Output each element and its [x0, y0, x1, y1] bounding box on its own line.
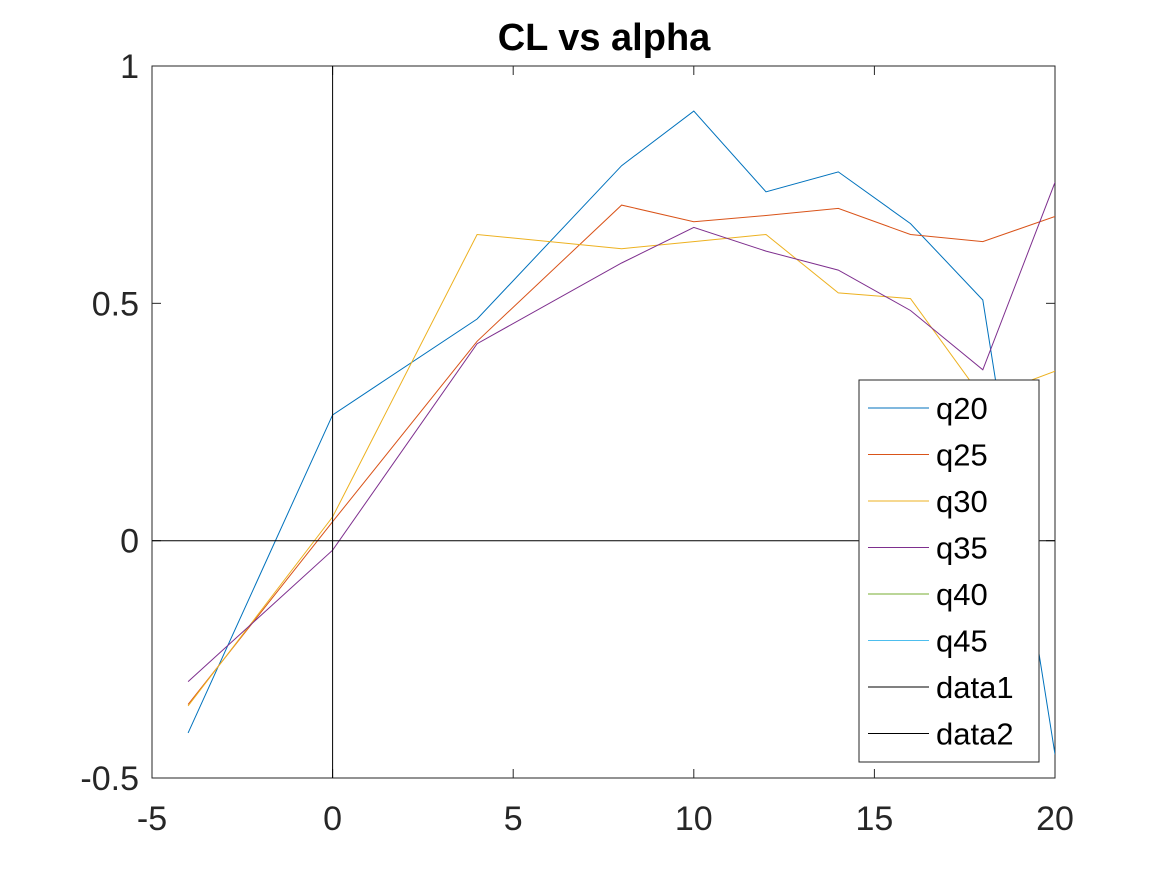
series-line-q25 [187, 204, 1055, 705]
x-tick-label: 20 [1036, 800, 1074, 838]
x-tick-label: -5 [137, 800, 167, 838]
legend-label-q25: q25 [936, 438, 988, 473]
legend-box [858, 379, 1040, 763]
axes: -5 0 5 10 15 20 -0.5 0 0.5 1 [80, 48, 1074, 838]
legend-label-q20: q20 [936, 391, 988, 426]
axes-box [151, 65, 1056, 779]
series-line-q35 [187, 182, 1055, 682]
legend: q20 q25 q30 q35 q40 q45 data1 data2 [858, 379, 1040, 763]
chart-title: CL vs alpha [498, 17, 711, 59]
series-line-q20 [187, 110, 1055, 755]
series-line-q30 [187, 233, 1055, 707]
x-tick-label: 15 [855, 800, 893, 838]
series-layer [152, 66, 1055, 778]
x-tick-label: 5 [504, 800, 523, 838]
y-tick-label: 1 [120, 48, 139, 86]
x-tick-label: 10 [675, 800, 713, 838]
y-tick-label: -0.5 [80, 760, 139, 798]
legend-label-data2: data2 [936, 717, 1014, 752]
x-tick-label: 0 [323, 800, 342, 838]
y-tick-label: 0 [120, 523, 139, 561]
legend-label-q30: q30 [936, 484, 988, 519]
legend-label-data1: data1 [936, 670, 1014, 705]
legend-label-q35: q35 [936, 531, 988, 566]
legend-label-q40: q40 [936, 577, 988, 612]
legend-label-q45: q45 [936, 624, 988, 659]
y-tick-label: 0.5 [92, 285, 139, 323]
